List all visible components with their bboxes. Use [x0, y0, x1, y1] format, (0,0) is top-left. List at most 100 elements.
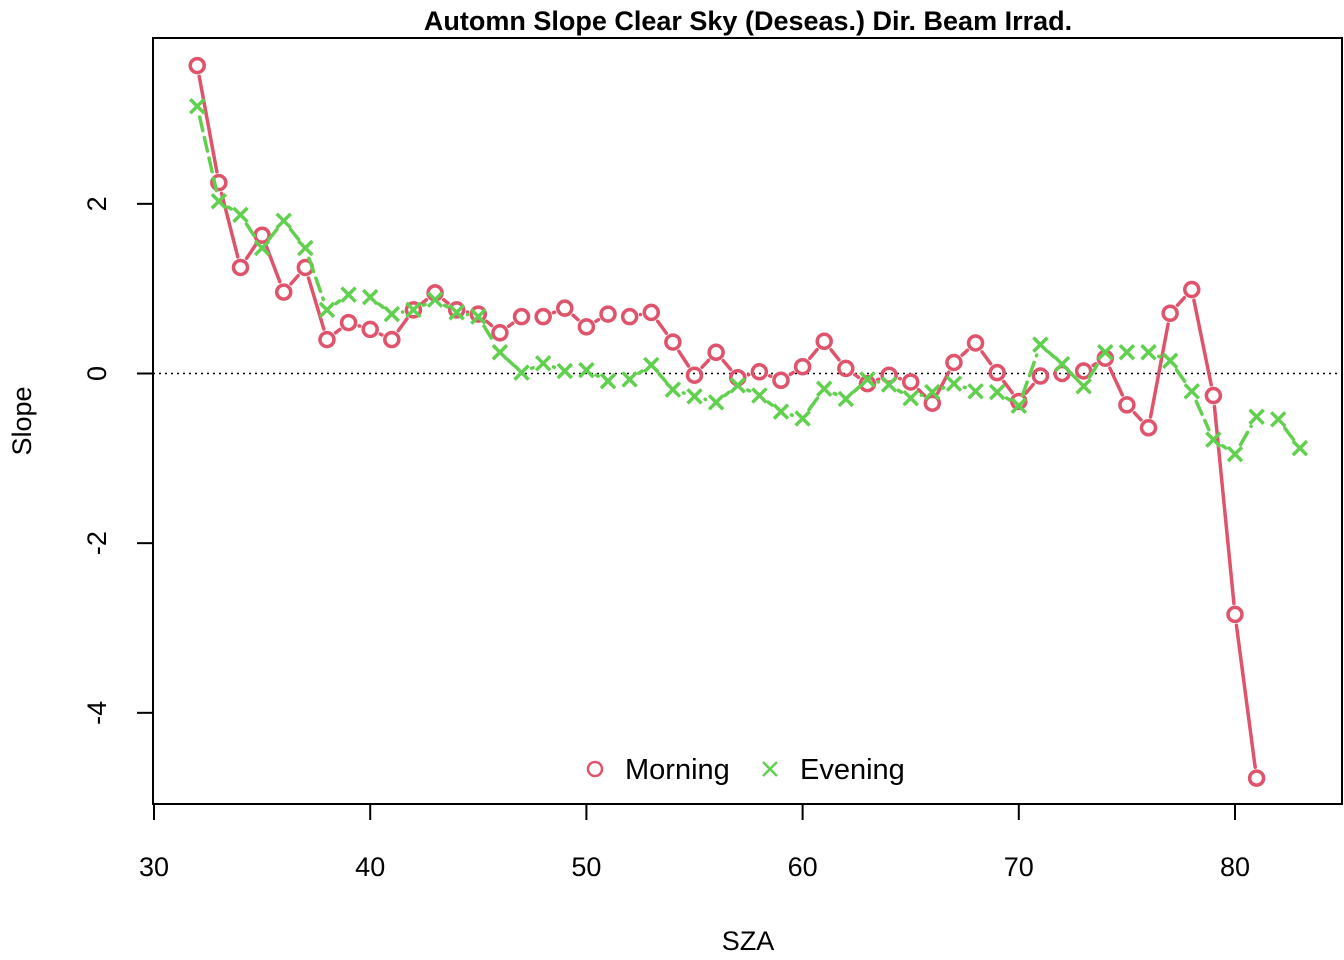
morning-segment — [420, 297, 429, 305]
evening-point — [253, 239, 271, 257]
evening-segment — [197, 115, 219, 193]
morning-point — [1031, 367, 1050, 385]
evening-segment — [832, 391, 838, 397]
morning-segment — [289, 273, 300, 286]
evening-point — [729, 377, 746, 394]
evening-segment — [766, 400, 774, 407]
morning-segment — [306, 276, 326, 331]
legend-marker-morning — [586, 760, 604, 778]
morning-point — [620, 307, 639, 326]
morning-point — [231, 258, 250, 277]
morning-point — [945, 353, 963, 372]
evening-point — [578, 361, 595, 379]
morning-point — [1247, 769, 1266, 787]
evening-point — [1010, 397, 1028, 414]
axes: 30 40 50 60 70 80 -4 -2 0 2 — [82, 196, 1250, 882]
evening-point — [1205, 431, 1222, 448]
morning-segment — [788, 370, 796, 377]
evening-segment — [896, 388, 904, 395]
legend-marker-evening — [762, 761, 778, 777]
legend: Morning Evening — [586, 754, 905, 786]
morning-segment — [1132, 411, 1143, 422]
x-tick-label: 80 — [1220, 852, 1250, 882]
evening-point — [1097, 344, 1114, 361]
morning-segment — [244, 242, 258, 261]
morning-point — [988, 363, 1006, 382]
morning-point — [1139, 419, 1158, 437]
morning-segment — [960, 348, 970, 357]
y-tick-label: 0 — [82, 366, 112, 381]
evening-segment — [442, 303, 449, 309]
morning-point — [815, 332, 833, 351]
evening-segment — [1238, 424, 1253, 447]
morning-point — [339, 313, 358, 332]
y-tick-label: 2 — [82, 196, 112, 211]
evening-segment — [307, 256, 326, 302]
morning-segment — [980, 350, 993, 366]
x-tick-label: 70 — [1004, 852, 1034, 882]
evening-point — [275, 212, 292, 230]
evening-point — [924, 383, 941, 401]
evening-segment — [1194, 399, 1211, 432]
morning-segment — [1212, 404, 1236, 606]
morning-point — [318, 330, 336, 349]
evening-point — [1226, 445, 1244, 463]
evening-point — [405, 301, 422, 319]
morning-segment — [1148, 322, 1170, 419]
x-tick-label: 50 — [571, 852, 601, 882]
evening-point — [902, 389, 919, 407]
evening-point — [945, 375, 963, 392]
plot-frame — [152, 37, 1343, 805]
morning-segment — [721, 358, 733, 372]
morning-point — [1118, 396, 1136, 414]
morning-segment — [1091, 362, 1098, 368]
evening-segment — [1283, 426, 1296, 442]
morning-point — [556, 299, 574, 317]
morning-segment — [197, 74, 219, 174]
evening-point — [491, 344, 509, 361]
series-morning — [188, 56, 1266, 787]
morning-segment — [571, 313, 580, 322]
morning-segment — [1175, 295, 1187, 307]
evening-point — [1053, 355, 1071, 373]
evening-segment — [807, 395, 820, 412]
evening-point — [1183, 383, 1200, 400]
morning-segment — [677, 349, 691, 368]
x-tick-label: 40 — [355, 852, 385, 882]
morning-point — [491, 324, 509, 342]
evening-point — [751, 387, 768, 404]
evening-point — [383, 305, 401, 323]
evening-segment — [1087, 359, 1102, 379]
morning-point — [837, 359, 855, 378]
legend-label-morning: Morning — [625, 754, 730, 786]
morning-point — [1010, 392, 1028, 411]
morning-segment — [396, 317, 409, 333]
evening-segment — [656, 371, 668, 384]
evening-segment — [421, 302, 427, 307]
morning-point — [447, 301, 466, 319]
morning-point — [383, 330, 401, 349]
morning-point — [685, 366, 704, 384]
evening-point — [1248, 408, 1265, 426]
evening-point — [664, 381, 682, 398]
evening-segment — [852, 385, 862, 394]
morning-segment — [333, 327, 342, 335]
evening-segment — [506, 358, 516, 367]
morning-point — [512, 307, 531, 326]
morning-segment — [264, 243, 282, 284]
legend-label-evening: Evening — [800, 754, 905, 786]
evening-point — [1161, 352, 1179, 370]
evening-segment — [226, 205, 233, 211]
evening-point — [556, 362, 574, 380]
morning-segment — [594, 317, 601, 324]
morning-segment — [219, 191, 240, 259]
evening-point — [1032, 336, 1049, 353]
morning-point — [404, 301, 423, 319]
morning-segment — [378, 332, 384, 337]
evening-segment — [637, 369, 644, 376]
morning-point — [361, 320, 379, 339]
morning-point — [642, 303, 661, 322]
morning-point — [274, 283, 293, 301]
evening-point — [837, 390, 855, 408]
evening-point — [1118, 344, 1136, 361]
